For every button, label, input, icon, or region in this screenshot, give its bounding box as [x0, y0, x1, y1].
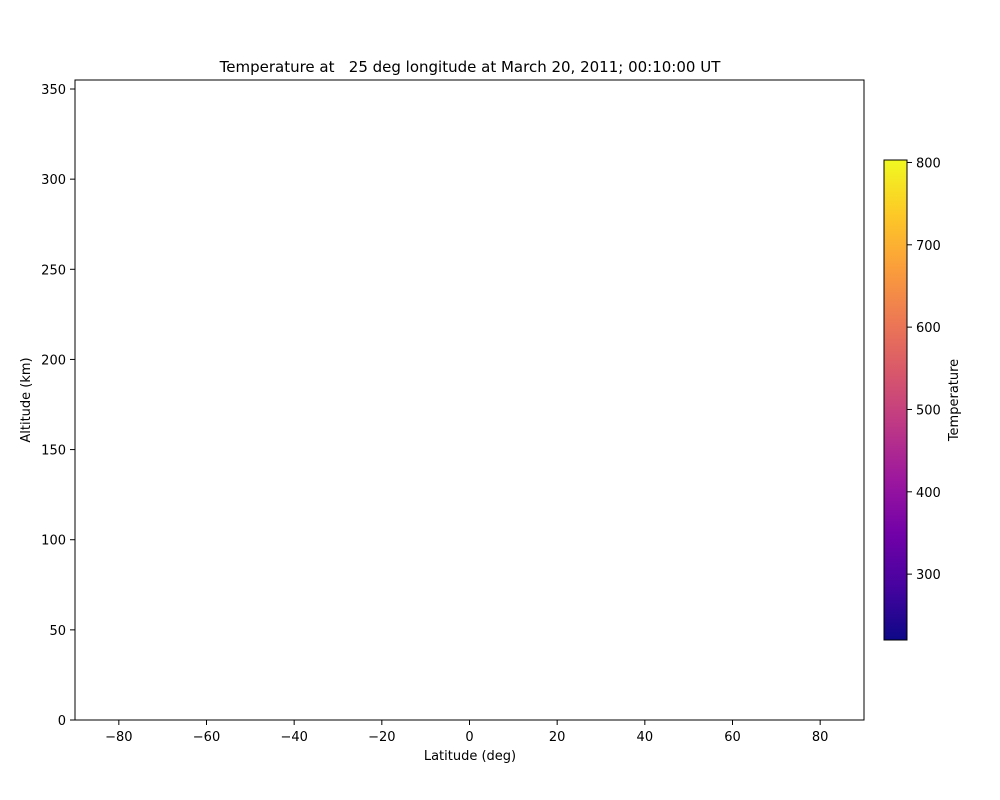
y-tick-label: 300	[41, 173, 66, 188]
colorbar-tick-label: 700	[916, 239, 941, 254]
x-tick-label: −80	[105, 730, 132, 745]
colorbar-tick-label: 800	[916, 156, 941, 171]
plot-area	[75, 80, 864, 720]
y-tick-label: 350	[41, 83, 66, 98]
x-tick-label: −20	[368, 730, 395, 745]
colorbar-axis: 300 400 500 600 700 800	[907, 156, 941, 583]
x-tick-label: 60	[724, 730, 741, 745]
colorbar-tick-label: 300	[916, 568, 941, 583]
y-tick-label: 50	[49, 624, 66, 639]
y-axis: 0 50 100 150 200 250 300 350	[41, 83, 75, 729]
colorbar-tick-label: 600	[916, 321, 941, 336]
x-tick-label: −60	[193, 730, 220, 745]
x-tick-label: 20	[549, 730, 566, 745]
y-tick-label: 100	[41, 534, 66, 549]
x-tick-label: 40	[637, 730, 654, 745]
x-axis: −80 −60 −40 −20 0 20 40 60 80	[105, 720, 828, 745]
colorbar-tick-label: 400	[916, 486, 941, 501]
y-tick-label: 0	[58, 714, 66, 729]
y-tick-label: 200	[41, 353, 66, 368]
x-tick-label: −40	[280, 730, 307, 745]
y-tick-label: 250	[41, 263, 66, 278]
x-tick-label: 80	[812, 730, 829, 745]
colorbar-label: Temperature	[947, 359, 962, 442]
y-axis-label: Altitude (km)	[19, 357, 34, 442]
x-tick-label: 0	[465, 730, 473, 745]
y-tick-label: 150	[41, 444, 66, 459]
colorbar-tick-label: 500	[916, 403, 941, 418]
chart-title: Temperature at 25 deg longitude at March…	[219, 58, 722, 76]
colorbar	[883, 159, 908, 641]
x-axis-label: Latitude (deg)	[424, 749, 516, 764]
